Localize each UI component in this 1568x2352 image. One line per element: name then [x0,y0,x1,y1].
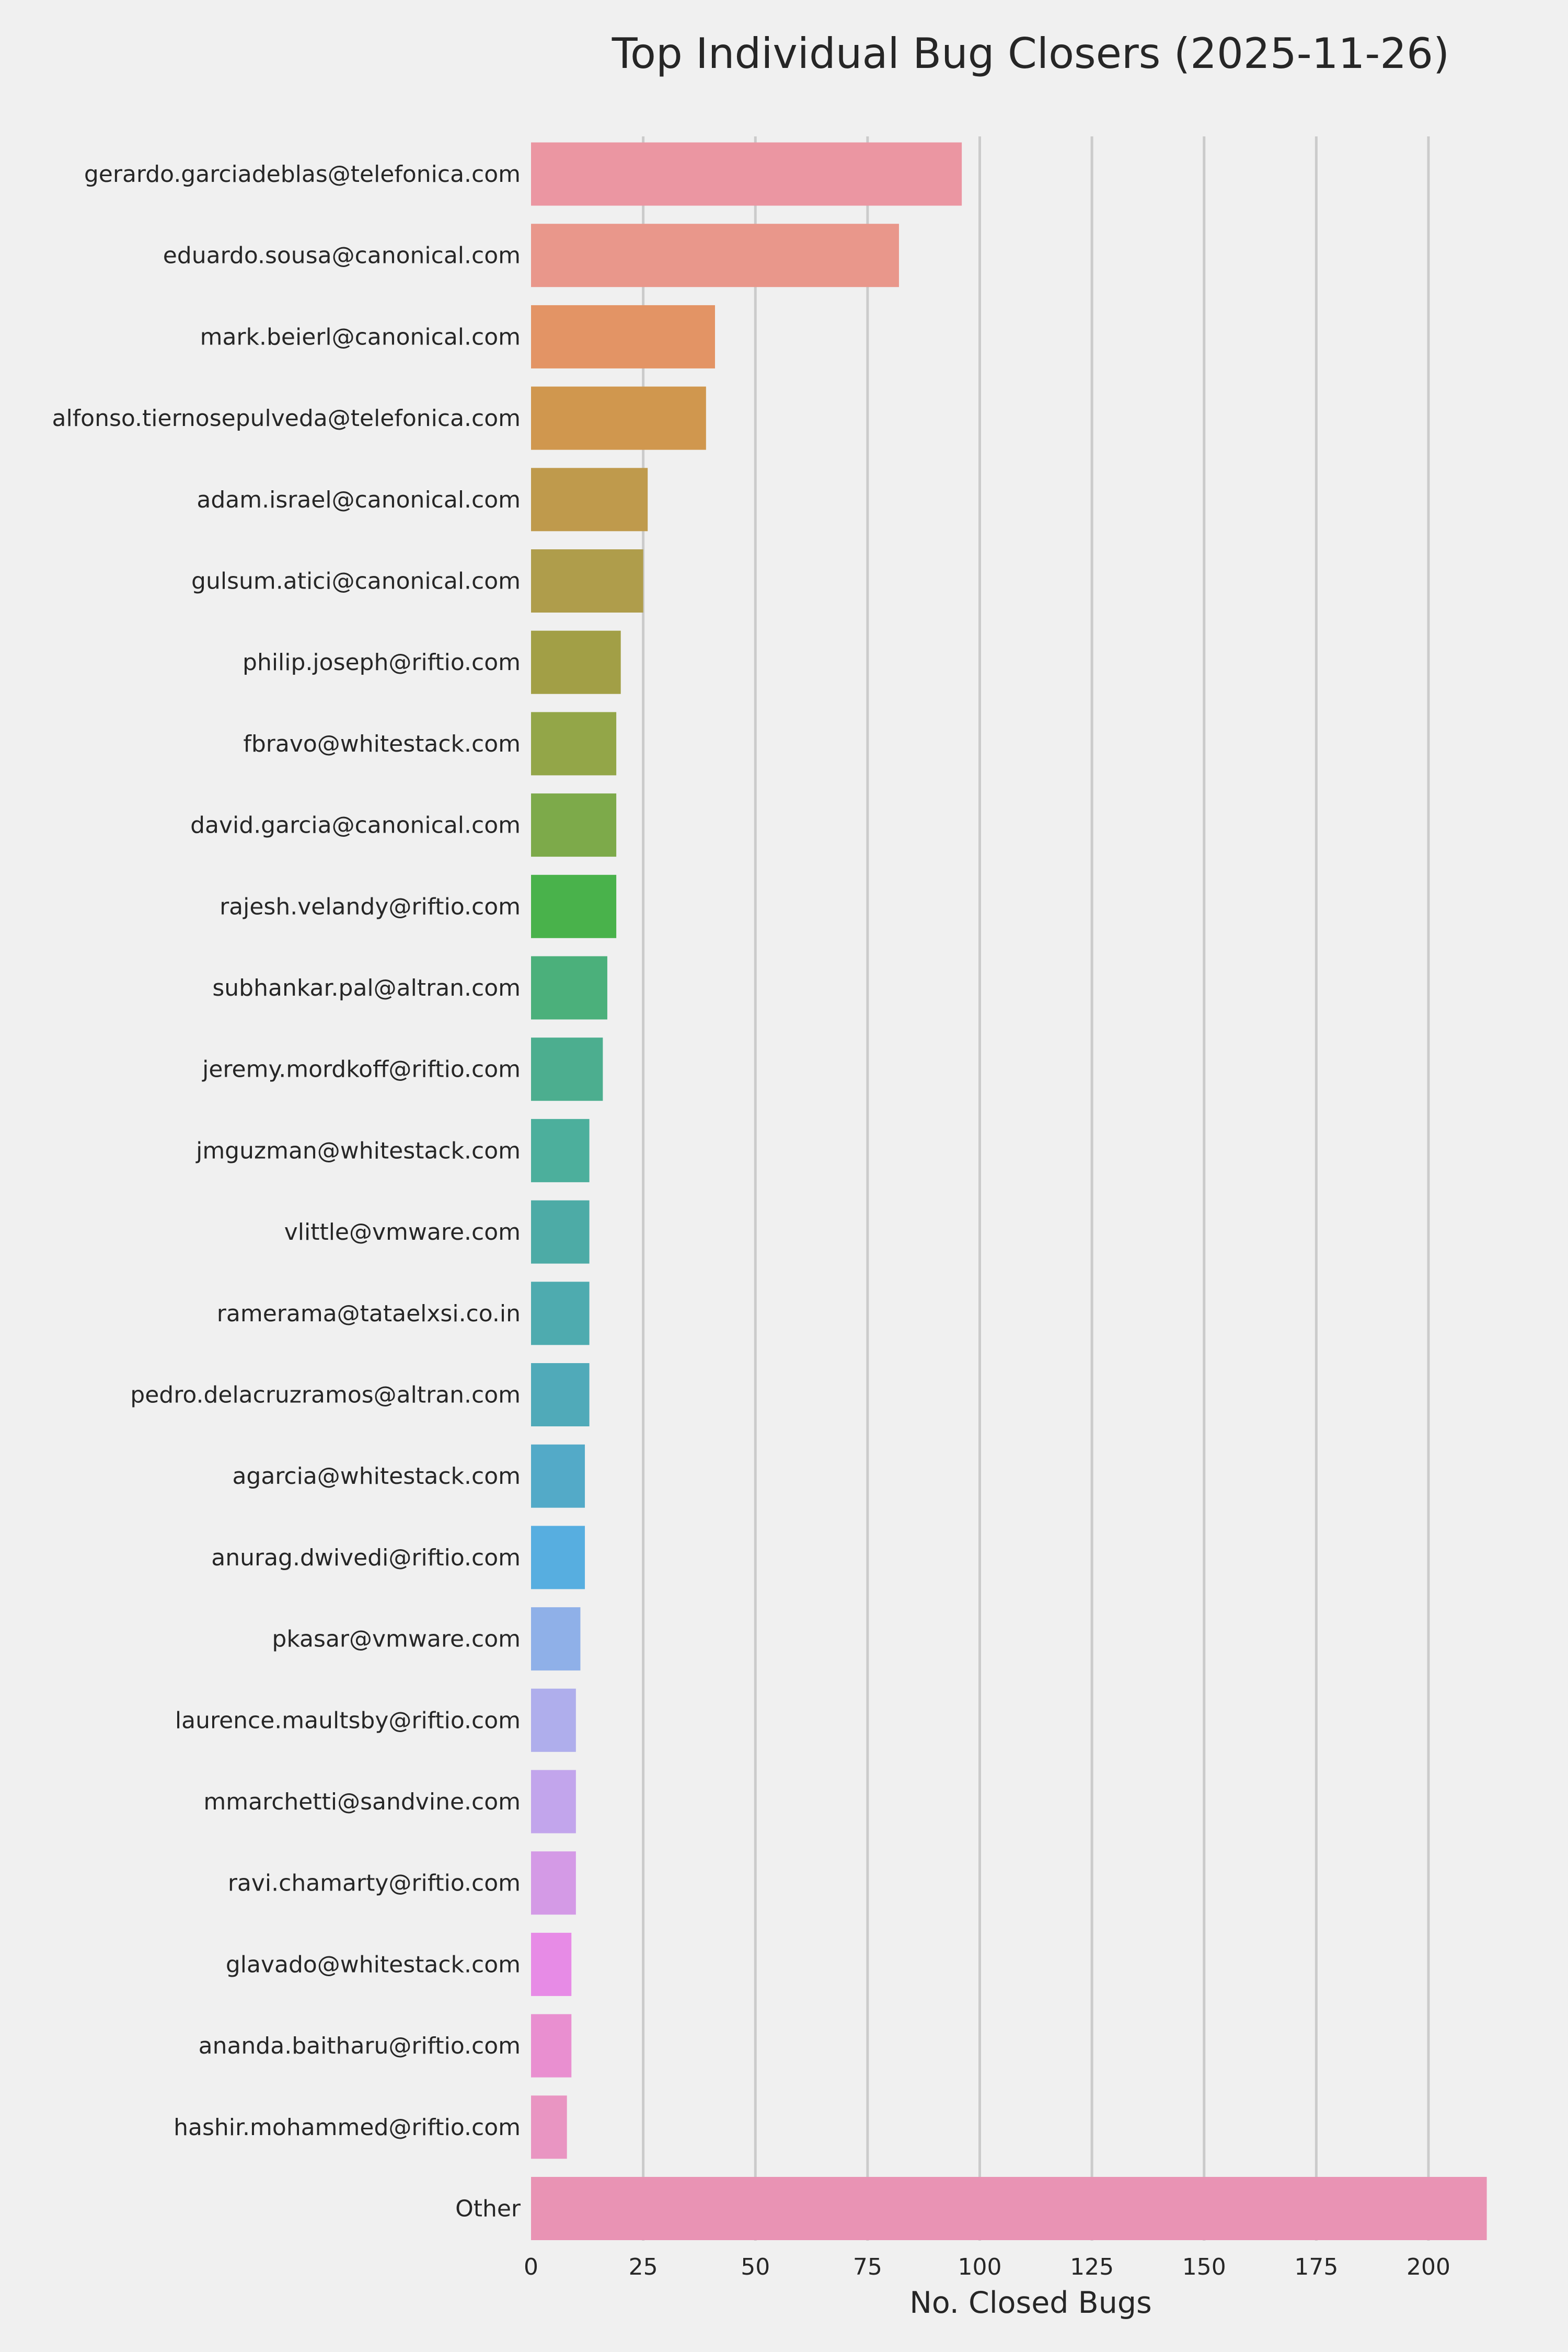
bar [531,1119,590,1182]
bars [531,142,1487,2240]
y-tick-label: gerardo.garciadeblas@telefonica.com [84,161,521,188]
bar [531,712,617,776]
y-tick-label: rajesh.velandy@riftio.com [220,893,521,920]
x-tick-label: 50 [741,2254,770,2280]
y-tick-label: Other [455,2196,521,2222]
x-tick-label: 125 [1070,2254,1114,2280]
bar [531,2014,572,2078]
bar [531,549,643,613]
bar [531,1851,576,1915]
y-tick-label: gulsum.atici@canonical.com [191,568,521,595]
y-tick-label: laurence.maultsby@riftio.com [175,1707,521,1734]
y-tick-label: fbravo@whitestack.com [243,731,521,757]
x-tick-labels: 0 25 50 75 100 125 150 175 200 [524,2254,1450,2280]
x-tick-label: 150 [1182,2254,1226,2280]
y-tick-label: philip.joseph@riftio.com [243,649,521,676]
y-tick-label: agarcia@whitestack.com [232,1463,521,1490]
y-tick-label: eduardo.sousa@canonical.com [163,243,521,269]
chart-title: Top Individual Bug Closers (2025-11-26) [612,29,1450,78]
x-tick-label: 25 [629,2254,658,2280]
bar [531,793,617,857]
bar [531,1526,585,1589]
y-tick-label: ramerama@tataelxsi.co.in [217,1300,521,1327]
bar [531,1200,590,1264]
x-tick-label: 175 [1294,2254,1338,2280]
bar [531,630,621,694]
bar [531,1444,585,1508]
bar [531,1688,576,1752]
y-tick-label: pedro.delacruzramos@altran.com [130,1382,521,1409]
y-tick-label: ananda.baitharu@riftio.com [199,2033,521,2059]
gridlines [642,136,1430,2241]
y-tick-label: alfonso.tiernosepulveda@telefonica.com [52,405,521,432]
bar [531,1363,590,1426]
y-tick-label: ravi.chamarty@riftio.com [228,1870,521,1897]
bar [531,224,899,287]
y-tick-label: david.garcia@canonical.com [190,812,521,839]
bar [531,1037,603,1101]
bar [531,2095,567,2159]
bar [531,305,715,368]
y-tick-label: subhankar.pal@altran.com [212,975,521,1001]
bar [531,1282,590,1345]
bar [531,1607,581,1671]
bar [531,874,617,938]
bar [531,1770,576,1834]
y-tick-label: mmarchetti@sandvine.com [203,1789,521,1815]
x-tick-label: 100 [958,2254,1002,2280]
bar [531,142,962,206]
y-tick-label: vlittle@vmware.com [284,1219,521,1246]
y-tick-label: jmguzman@whitestack.com [195,1137,521,1164]
x-tick-label: 0 [524,2254,538,2280]
y-tick-label: hashir.mohammed@riftio.com [174,2114,521,2141]
bar [531,386,706,450]
x-axis-label: No. Closed Bugs [909,2286,1151,2320]
y-tick-label: pkasar@vmware.com [272,1626,521,1653]
x-tick-label: 75 [853,2254,882,2280]
y-tick-label: mark.beierl@canonical.com [200,324,521,350]
y-tick-labels: gerardo.garciadeblas@telefonica.com eduar… [52,161,521,2222]
y-tick-label: jeremy.mordkoff@riftio.com [202,1056,521,1083]
bar [531,468,648,532]
y-tick-label: glavado@whitestack.com [226,1951,521,1978]
x-tick-label: 200 [1406,2254,1450,2280]
bar [531,956,607,1020]
bar [531,1932,572,1996]
y-tick-label: anurag.dwivedi@riftio.com [211,1544,521,1571]
y-tick-label: adam.israel@canonical.com [197,487,521,513]
bar [531,2177,1487,2240]
